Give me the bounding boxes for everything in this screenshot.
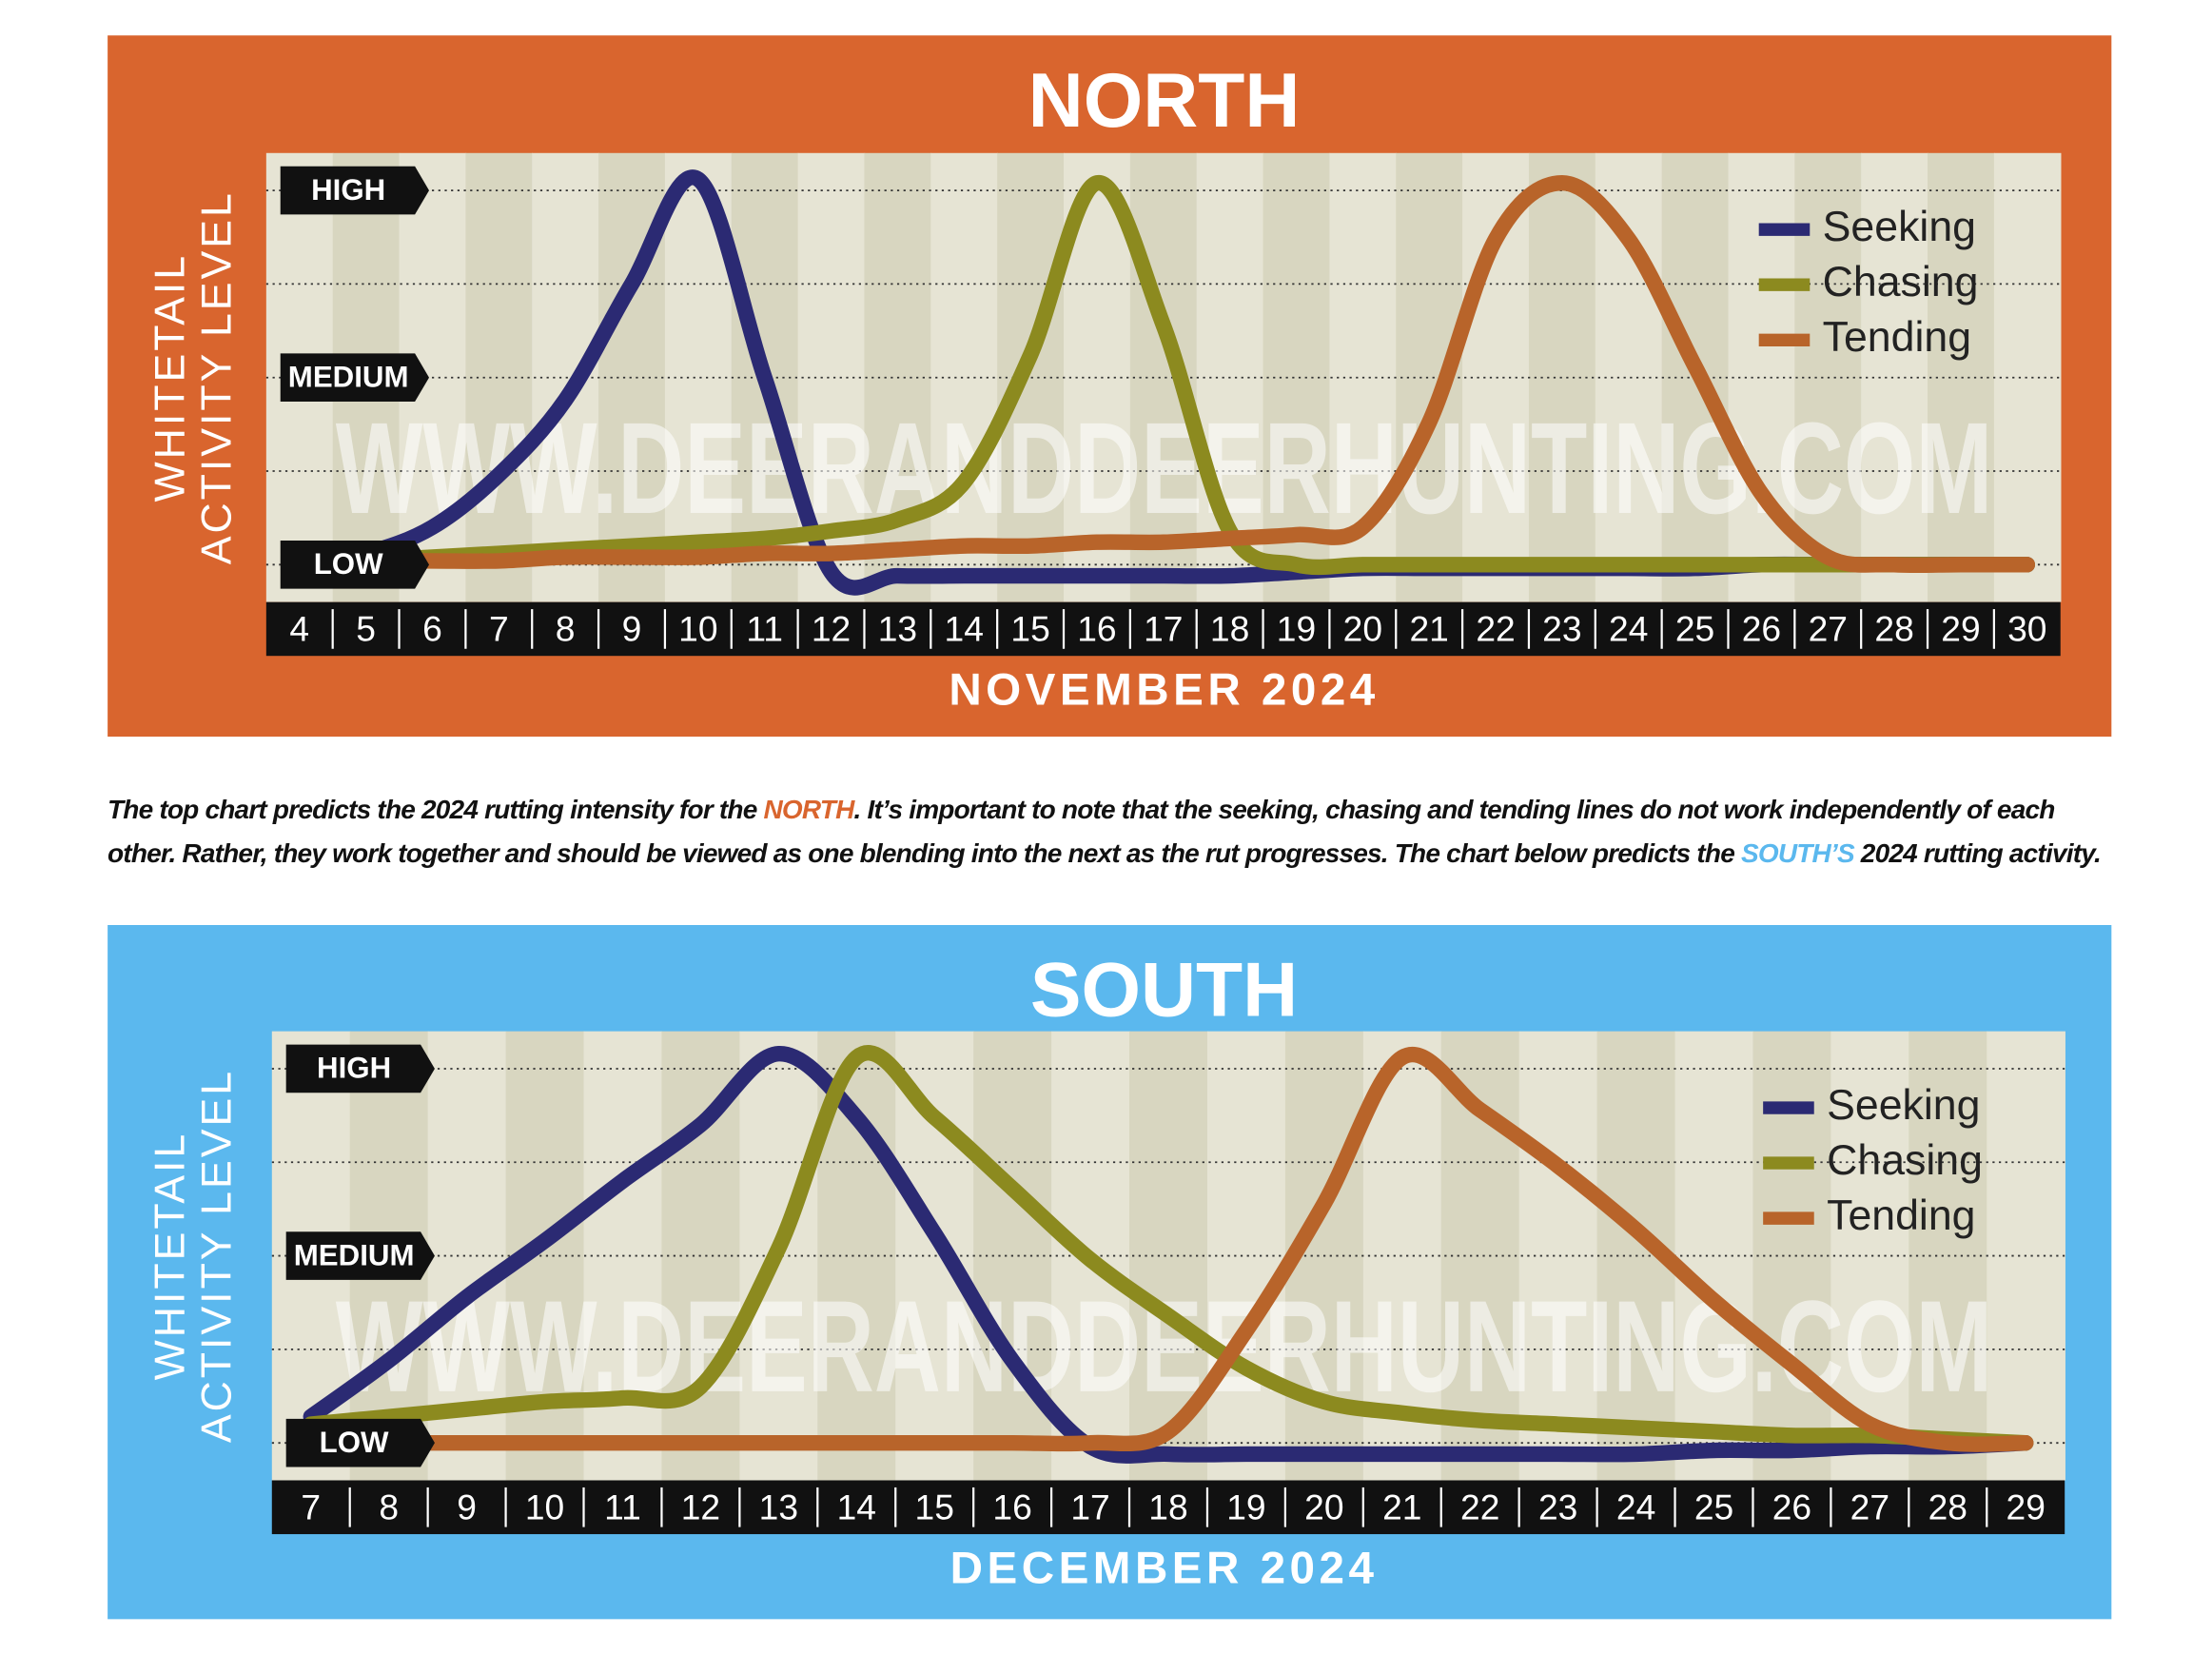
- series-line: [303, 1045, 2034, 1451]
- x-tick-label: 24: [1609, 609, 1648, 649]
- x-tick-label: 25: [1694, 1487, 1733, 1527]
- x-tick-label: 19: [1226, 1487, 1265, 1527]
- legend-label: Seeking: [1823, 204, 1976, 250]
- x-tick-label: 30: [2007, 609, 2046, 649]
- x-tick-label: 11: [746, 609, 783, 649]
- x-tick-label: 22: [1460, 1487, 1499, 1527]
- y-tick-label: MEDIUM: [288, 360, 409, 393]
- x-tick-label: 27: [1850, 1487, 1889, 1527]
- x-tick-label: 19: [1277, 609, 1316, 649]
- x-tick-label: 13: [878, 609, 917, 649]
- note-text: . It’s important to note that the seekin…: [108, 795, 2055, 868]
- plot-stripe: [1528, 152, 1596, 602]
- series-line: [303, 1046, 2034, 1464]
- x-tick-label: 10: [525, 1487, 564, 1527]
- x-tick-label: 11: [604, 1487, 641, 1527]
- x-tick-label: 22: [1476, 609, 1515, 649]
- x-tick-label: 5: [356, 609, 376, 649]
- date-strip: [271, 1480, 2065, 1535]
- series-line: [303, 1047, 2034, 1452]
- note: The top chart predicts the 2024 rutting …: [108, 788, 2124, 876]
- x-tick-label: 17: [1144, 609, 1183, 649]
- x-axis-label: DECEMBER 2024: [950, 1543, 1379, 1593]
- x-tick-label: 29: [2006, 1487, 2046, 1527]
- x-tick-label: 21: [1409, 609, 1448, 649]
- chart-title: SOUTH: [1030, 948, 1298, 1034]
- x-tick-label: 27: [1809, 609, 1848, 649]
- x-tick-label: 26: [1772, 1487, 1811, 1527]
- note-highlight: SOUTH’S: [1740, 838, 1855, 868]
- x-tick-label: 9: [457, 1487, 477, 1527]
- y-tick-tag: [280, 353, 430, 403]
- y-tick-label: HIGH: [317, 1052, 391, 1085]
- legend-label: Chasing: [1827, 1137, 1983, 1184]
- y-tick-tag: [280, 541, 430, 589]
- x-tick-label: 8: [379, 1487, 399, 1527]
- x-tick-label: 14: [837, 1487, 876, 1527]
- x-tick-label: 4: [289, 609, 309, 649]
- x-tick-label: 13: [759, 1487, 798, 1527]
- x-axis-label: NOVEMBER 2024: [949, 664, 1379, 715]
- x-tick-label: 14: [945, 609, 984, 649]
- x-tick-label: 21: [1382, 1487, 1421, 1527]
- y-tick-label: HIGH: [311, 173, 385, 207]
- x-tick-label: 10: [678, 609, 717, 649]
- x-tick-label: 7: [301, 1487, 321, 1527]
- plot-stripe: [1928, 152, 1995, 602]
- x-tick-label: 8: [556, 609, 576, 649]
- x-tick-label: 18: [1148, 1487, 1187, 1527]
- y-tick-tag: [285, 1418, 435, 1467]
- series-line: [291, 175, 2035, 576]
- series-line: [291, 175, 2035, 574]
- x-tick-label: 16: [992, 1487, 1031, 1527]
- y-tick-label: LOW: [314, 547, 383, 581]
- x-tick-label: 20: [1304, 1487, 1343, 1527]
- y-tick-tag: [285, 1044, 435, 1093]
- x-tick-label: 25: [1675, 609, 1714, 649]
- x-tick-label: 24: [1616, 1487, 1655, 1527]
- legend-label: Seeking: [1827, 1082, 1980, 1129]
- plot-stripe: [997, 152, 1065, 602]
- y-axis-label: ACTIVITY LEVEL: [194, 190, 241, 564]
- legend-label: Chasing: [1823, 259, 1979, 305]
- x-tick-label: 15: [915, 1487, 954, 1527]
- y-tick-tag: [285, 1231, 435, 1280]
- plot-stripe: [1993, 152, 2062, 602]
- plot-stripe: [1518, 1031, 1598, 1481]
- date-strip: [265, 601, 2061, 657]
- x-tick-label: 16: [1077, 609, 1116, 649]
- x-tick-label: 6: [422, 609, 442, 649]
- x-tick-label: 9: [622, 609, 642, 649]
- x-tick-label: 28: [1874, 609, 1913, 649]
- x-tick-label: 15: [1010, 609, 1049, 649]
- legend-label: Tending: [1823, 314, 1971, 361]
- y-tick-label: LOW: [320, 1426, 389, 1459]
- y-tick-tag: [280, 166, 430, 215]
- legend-label: Tending: [1827, 1192, 1975, 1239]
- y-axis-label: ACTIVITY LEVEL: [194, 1069, 241, 1443]
- x-tick-label: 12: [812, 609, 851, 649]
- y-axis-label: WHITETAIL: [147, 1132, 193, 1381]
- note-text: The top chart predicts the 2024 rutting …: [108, 795, 764, 824]
- x-tick-label: 20: [1343, 609, 1382, 649]
- y-axis-label: WHITETAIL: [147, 253, 193, 502]
- x-tick-label: 18: [1210, 609, 1249, 649]
- x-tick-label: 17: [1070, 1487, 1109, 1527]
- x-tick-label: 26: [1742, 609, 1781, 649]
- x-tick-label: 29: [1941, 609, 1980, 649]
- note-text: 2024 rutting activity.: [1853, 838, 2102, 868]
- x-tick-label: 28: [1928, 1487, 1967, 1527]
- x-tick-label: 7: [489, 609, 509, 649]
- y-tick-label: MEDIUM: [294, 1238, 415, 1271]
- chart-title: NORTH: [1028, 58, 1301, 144]
- x-tick-label: 23: [1538, 1487, 1577, 1527]
- note-highlight: NORTH: [763, 795, 854, 824]
- x-tick-label: 12: [681, 1487, 720, 1527]
- x-tick-label: 23: [1542, 609, 1581, 649]
